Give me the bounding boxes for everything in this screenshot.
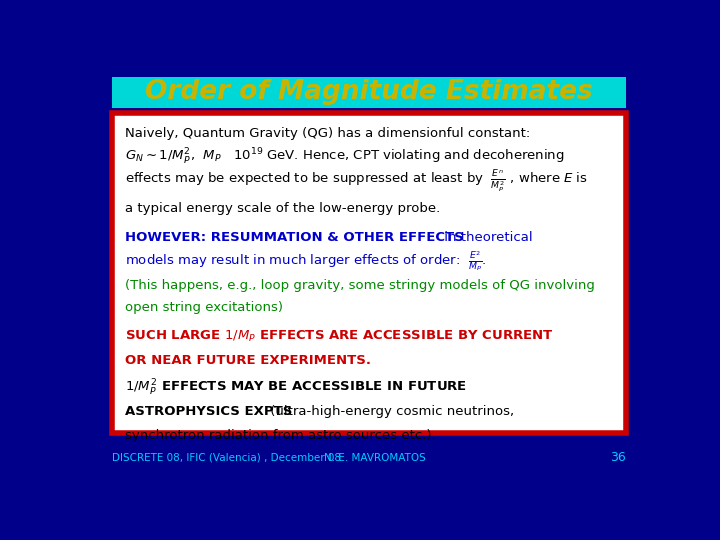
- Text: SUCH LARGE $1/M_P$ EFFECTS ARE ACCESSIBLE BY CURRENT: SUCH LARGE $1/M_P$ EFFECTS ARE ACCESSIBL…: [125, 329, 554, 345]
- Text: synchrotron radiation from astro sources etc.).: synchrotron radiation from astro sources…: [125, 429, 436, 442]
- Text: (ultra-high-energy cosmic neutrinos,: (ultra-high-energy cosmic neutrinos,: [266, 406, 514, 419]
- Text: OR NEAR FUTURE EXPERIMENTS.: OR NEAR FUTURE EXPERIMENTS.: [125, 354, 371, 367]
- Text: effects may be expected to be suppressed at least by  $\frac{E^n}{M_P^2}$ , wher: effects may be expected to be suppressed…: [125, 168, 588, 194]
- Text: (This happens, e.g., loop gravity, some stringy models of QG involving: (This happens, e.g., loop gravity, some …: [125, 279, 595, 292]
- Text: open string excitations): open string excitations): [125, 301, 283, 314]
- Text: Naively, Quantum Gravity (QG) has a dimensionful constant:: Naively, Quantum Gravity (QG) has a dime…: [125, 127, 531, 140]
- Text: models may result in much larger effects of order:  $\frac{E^2}{M_P}$.: models may result in much larger effects…: [125, 249, 487, 273]
- Text: HOWEVER: RESUMMATION & OTHER EFFECTS: HOWEVER: RESUMMATION & OTHER EFFECTS: [125, 231, 464, 244]
- Text: $1/M_P^2$ EFFECTS MAY BE ACCESSIBLE IN FUTURE: $1/M_P^2$ EFFECTS MAY BE ACCESSIBLE IN F…: [125, 378, 467, 398]
- Text: $G_N \sim 1/M_P^2$,  $M_P \quad 10^{19}$ GeV. Hence, CPT violating and decoheren: $G_N \sim 1/M_P^2$, $M_P \quad 10^{19}$ …: [125, 147, 564, 167]
- Bar: [112, 77, 626, 109]
- Text: N. E. MAVROMATOS: N. E. MAVROMATOS: [324, 453, 426, 463]
- Text: a typical energy scale of the low-energy probe.: a typical energy scale of the low-energy…: [125, 202, 441, 215]
- Text: 36: 36: [610, 451, 626, 464]
- Text: in theoretical: in theoretical: [441, 231, 533, 244]
- Text: DISCRETE 08, IFIC (Valencia) , December 08: DISCRETE 08, IFIC (Valencia) , December …: [112, 453, 341, 463]
- Text: Order of Magnitude Estimates: Order of Magnitude Estimates: [145, 79, 593, 105]
- Bar: [112, 113, 626, 433]
- Text: ASTROPHYSICS EXPTS: ASTROPHYSICS EXPTS: [125, 406, 292, 419]
